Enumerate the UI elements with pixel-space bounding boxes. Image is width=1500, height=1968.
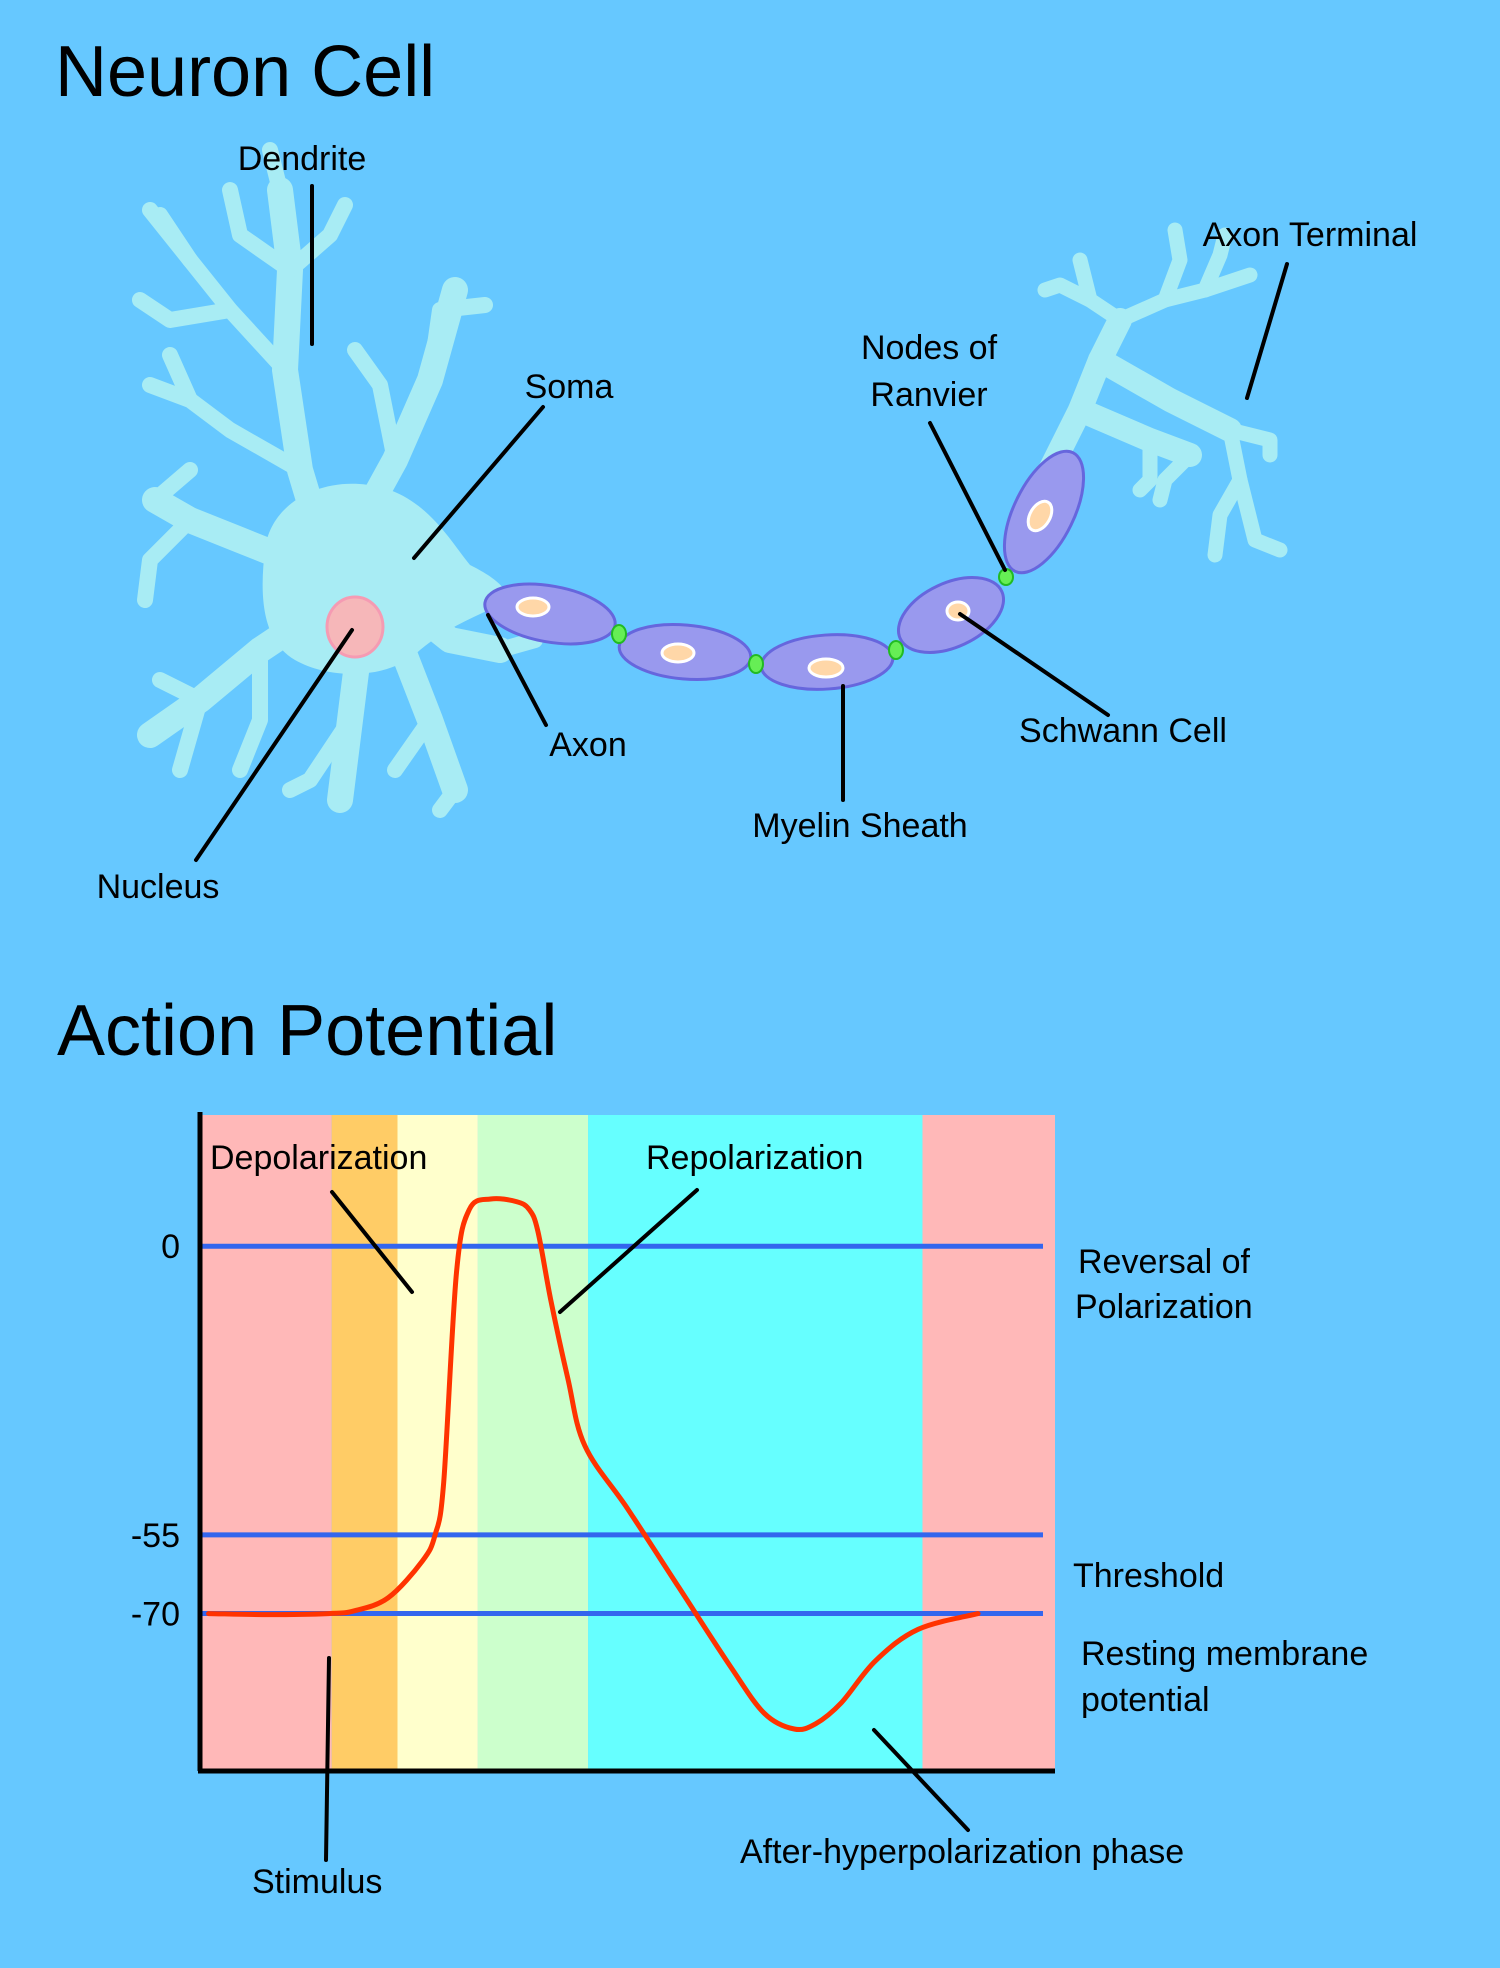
y-tick-label: -70 — [131, 1596, 180, 1634]
schwann-nucleus — [660, 642, 696, 664]
schwann-nucleus — [1026, 499, 1054, 533]
after-hyperpolarization-label: After-hyperpolarization phase — [740, 1833, 1184, 1871]
myelin-sheath — [483, 449, 1086, 691]
myelin-sheath-label: Myelin Sheath — [752, 807, 967, 845]
y-tick-labels: 0 -55 -70 — [131, 1228, 180, 1633]
after-hyperpolarization-leader — [872, 1728, 970, 1832]
threshold-label: Threshold — [1073, 1557, 1224, 1595]
repolarization-leader — [558, 1188, 699, 1314]
action-potential-title: Action Potential — [57, 991, 557, 1071]
phase-band-2 — [331, 1115, 398, 1771]
axon-label: Axon — [549, 726, 627, 764]
phase-band-5 — [588, 1115, 923, 1771]
nucleus — [325, 595, 385, 659]
soma-leader — [412, 405, 545, 560]
neuron-illustration: Dendrite Axon Terminal Soma Nodes of Ran… — [97, 140, 1418, 906]
axon-terminal — [1037, 222, 1288, 563]
schwann-cell-label: Schwann Cell — [1019, 712, 1227, 750]
axon-leader — [486, 613, 548, 727]
soma-label: Soma — [525, 368, 614, 406]
series-line-1 — [206, 1196, 981, 1733]
soma — [262, 483, 510, 674]
nodes-of-ranvier — [611, 568, 1014, 674]
node-of-ranvier — [611, 624, 627, 644]
resting-label-line2: potential — [1081, 1681, 1210, 1719]
schwann-nucleus — [515, 596, 551, 618]
nodes-of-ranvier-leader — [928, 421, 1007, 572]
phase-bands — [200, 1115, 1055, 1771]
phase-band-1 — [200, 1115, 332, 1771]
axon-terminal-leader — [1245, 262, 1289, 400]
dendrite-label: Dendrite — [238, 140, 367, 178]
phase-band-4 — [477, 1115, 589, 1771]
y-tick-label: -55 — [131, 1517, 180, 1555]
series-layer — [206, 1196, 981, 1733]
y-tick-label: 0 — [161, 1228, 180, 1266]
axon-terminal-label: Axon Terminal — [1203, 216, 1418, 254]
stimulus-label: Stimulus — [252, 1863, 382, 1901]
reversal-label-line2: Polarization — [1075, 1288, 1253, 1326]
schwann-nucleus — [807, 657, 845, 679]
nodes-of-ranvier-label-line1: Nodes of — [861, 329, 998, 367]
nucleus-label: Nucleus — [97, 868, 220, 906]
repolarization-label: Repolarization — [646, 1139, 863, 1177]
reversal-label-line1: Reversal of — [1078, 1243, 1251, 1281]
node-of-ranvier — [888, 640, 904, 660]
nodes-of-ranvier-label-line2: Ranvier — [870, 376, 987, 414]
node-of-ranvier — [748, 654, 764, 674]
action-potential-chart: 0 -55 -70 Depolarization Repolarization St… — [131, 1112, 1368, 1901]
schwann-cell-leader — [958, 612, 1110, 717]
resting-label-line1: Resting membrane — [1081, 1635, 1368, 1673]
phase-band-6 — [922, 1115, 1055, 1771]
nucleus-leader — [194, 628, 354, 862]
dendrites — [132, 142, 543, 818]
neuron-title: Neuron Cell — [55, 32, 435, 112]
depolarization-label: Depolarization — [210, 1139, 427, 1177]
stimulus-leader — [324, 1656, 331, 1862]
depolarization-leader — [330, 1190, 414, 1294]
